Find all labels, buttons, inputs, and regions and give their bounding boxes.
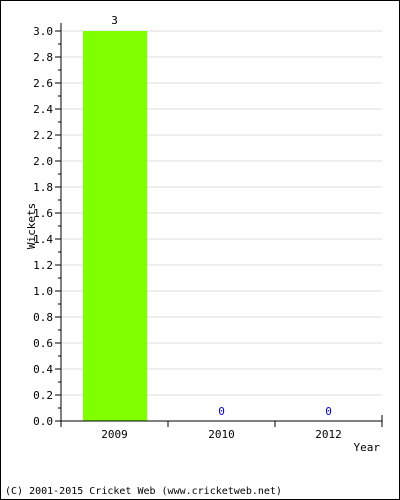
data-label-2012: 0 [325, 405, 332, 418]
data-label-2009: 3 [111, 14, 118, 27]
x-tick-label-2010: 2010 [208, 428, 235, 441]
y-tick-label: 0.6 [33, 337, 53, 350]
y-tick-label: 1.6 [33, 207, 53, 220]
x-tick-label-2009: 2009 [101, 428, 128, 441]
x-axis-title: Year [354, 441, 381, 454]
y-tick-label: 1.4 [33, 233, 53, 246]
y-tick-label: 1.8 [33, 181, 53, 194]
y-tick-label: 2.8 [33, 51, 53, 64]
y-axis-title: Wickets [25, 203, 38, 249]
y-tick-label: 1.2 [33, 259, 53, 272]
y-tick-label: 0.0 [33, 415, 53, 428]
y-tick-label: 2.0 [33, 155, 53, 168]
bar-chart: 0.0 0.2 0.4 0.6 0.8 1.0 1.2 1.4 1.6 1.8 2.0 2.2 2.4 2… [25, 14, 383, 454]
y-tick-label: 3.0 [33, 25, 53, 38]
bar-2009 [83, 31, 148, 421]
y-tick-label: 1.0 [33, 285, 53, 298]
copyright-footer: (C) 2001-2015 Cricket Web (www.cricketwe… [5, 486, 282, 497]
x-tick-label-2012: 2012 [315, 428, 342, 441]
y-tick-label: 2.4 [33, 103, 53, 116]
y-tick-label: 0.2 [33, 389, 53, 402]
data-label-2010: 0 [218, 405, 225, 418]
y-tick-label: 0.4 [33, 363, 53, 376]
y-tick-label: 2.2 [33, 129, 53, 142]
y-tick-label: 0.8 [33, 311, 53, 324]
axes [55, 23, 383, 427]
tick-labels: 0.0 0.2 0.4 0.6 0.8 1.0 1.2 1.4 1.6 1.8 2.0 2.2 2.4 2… [33, 14, 342, 441]
y-tick-label: 2.6 [33, 77, 53, 90]
bars [83, 31, 148, 421]
